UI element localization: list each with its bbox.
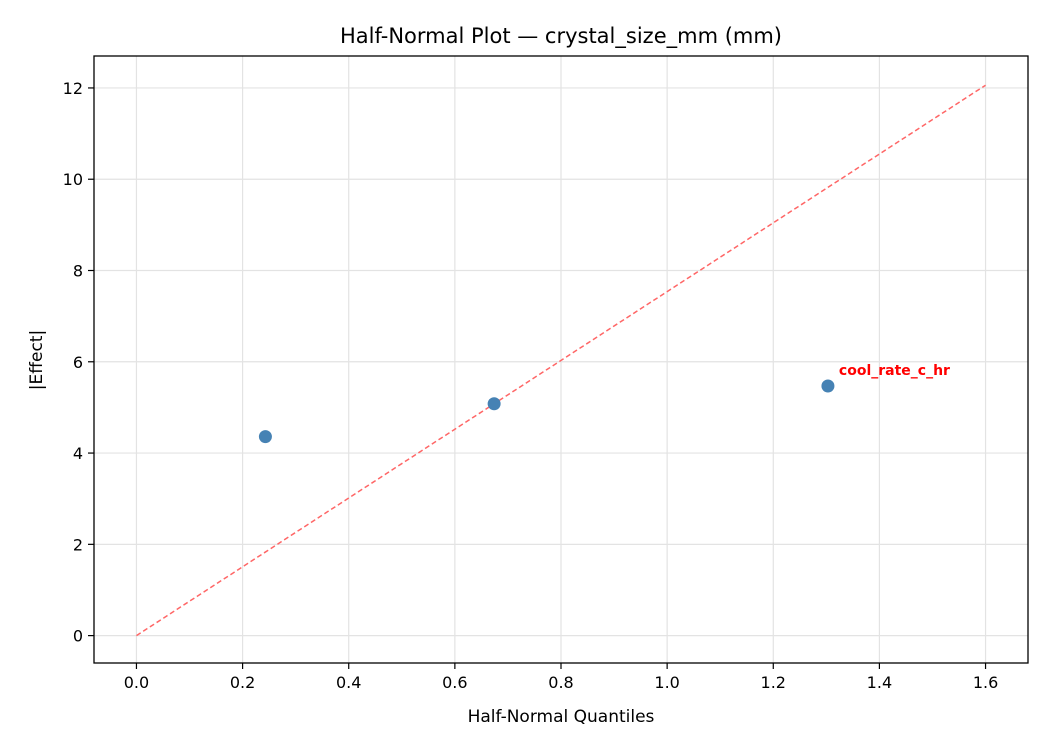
x-tick-label: 1.4 <box>867 673 892 692</box>
chart-title: Half-Normal Plot — crystal_size_mm (mm) <box>340 24 782 49</box>
y-tick-label: 2 <box>73 535 83 554</box>
x-tick-label: 0.0 <box>124 673 149 692</box>
x-tick-label: 1.6 <box>973 673 998 692</box>
reference-line <box>136 84 986 637</box>
data-point <box>258 430 272 444</box>
point-annotation: cool_rate_c_hr <box>839 363 950 379</box>
x-tick-label: 0.4 <box>336 673 361 692</box>
y-tick-label: 8 <box>73 262 83 281</box>
grid <box>94 56 1028 663</box>
data-point <box>487 397 501 411</box>
y-tick-label: 12 <box>63 79 83 98</box>
x-axis-ticks: 0.0 0.2 0.4 0.6 0.8 1.0 1.2 1.4 1.6 <box>124 663 998 692</box>
y-tick-label: 10 <box>63 170 83 189</box>
points-group: cool_rate_c_hr <box>258 363 950 444</box>
x-tick-label: 0.6 <box>442 673 467 692</box>
y-tick-label: 4 <box>73 444 83 463</box>
x-tick-label: 1.2 <box>761 673 786 692</box>
x-tick-label: 0.2 <box>230 673 255 692</box>
data-point <box>821 379 835 393</box>
x-tick-label: 0.8 <box>548 673 573 692</box>
x-axis-label: Half-Normal Quantiles <box>468 707 655 727</box>
y-tick-label: 6 <box>73 353 83 372</box>
y-axis-ticks: 0 2 4 6 8 10 12 <box>63 79 94 646</box>
reference-line-group <box>136 84 986 637</box>
y-tick-label: 0 <box>73 627 83 646</box>
x-tick-label: 1.0 <box>654 673 679 692</box>
y-axis-label: |Effect| <box>27 330 47 390</box>
